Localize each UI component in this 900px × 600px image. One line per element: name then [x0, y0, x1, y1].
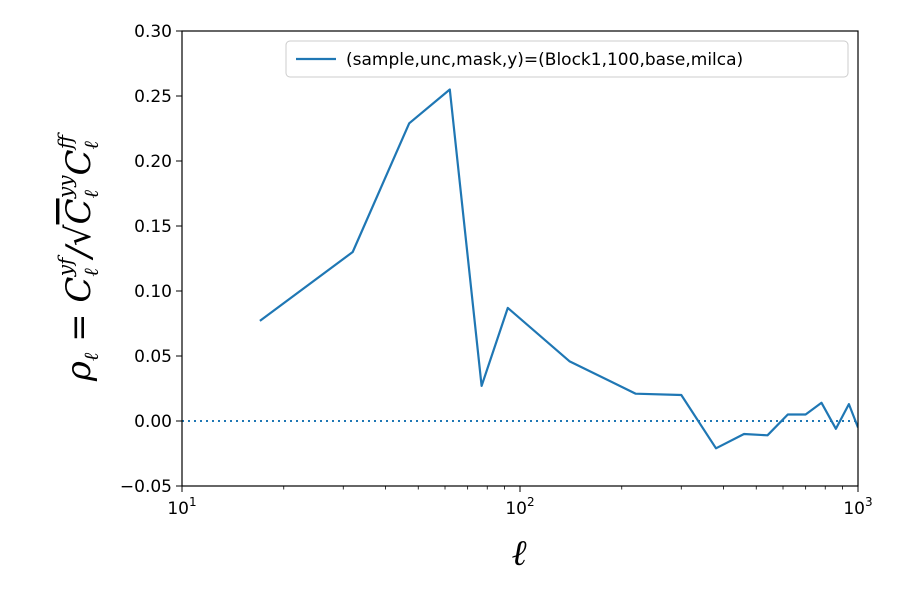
y-axis-ticks: −0.05 0.00 0.05 0.10 0.15 0.20 0.25 0.30 [120, 22, 182, 497]
y-tick-label: 0.00 [134, 412, 172, 432]
y-tick-label: 0.25 [134, 87, 172, 107]
series-line-0 [259, 88, 858, 450]
plot-frame [181, 30, 859, 487]
y-tick-label: 0.20 [134, 152, 172, 172]
y-tick-label: 0.15 [134, 217, 172, 237]
x-axis-title: ℓ [512, 533, 527, 574]
series-layer [259, 88, 858, 450]
legend-box [285, 40, 849, 78]
x-tick-label: 102 [505, 495, 534, 519]
svg-text:ρℓ = Cℓyf/√CℓyyCℓff: ρℓ = Cℓyf/√CℓyyCℓff [53, 131, 103, 382]
x-axis-ticks: 101 102 103 [167, 486, 873, 519]
y-tick-label: 0.05 [134, 347, 172, 367]
y-axis-title: ρℓ = Cℓyf/√CℓyyCℓff [53, 131, 103, 382]
x-tick-label: 103 [843, 495, 872, 519]
legend: (sample,unc,mask,y)=(Block1,100,base,mil… [285, 40, 849, 78]
y-tick-label: 0.10 [134, 282, 172, 302]
x-tick-label: 101 [167, 495, 196, 519]
y-tick-label: −0.05 [120, 477, 172, 497]
y-tick-label: 0.30 [134, 22, 172, 42]
legend-label: (sample,unc,mask,y)=(Block1,100,base,mil… [346, 50, 743, 70]
